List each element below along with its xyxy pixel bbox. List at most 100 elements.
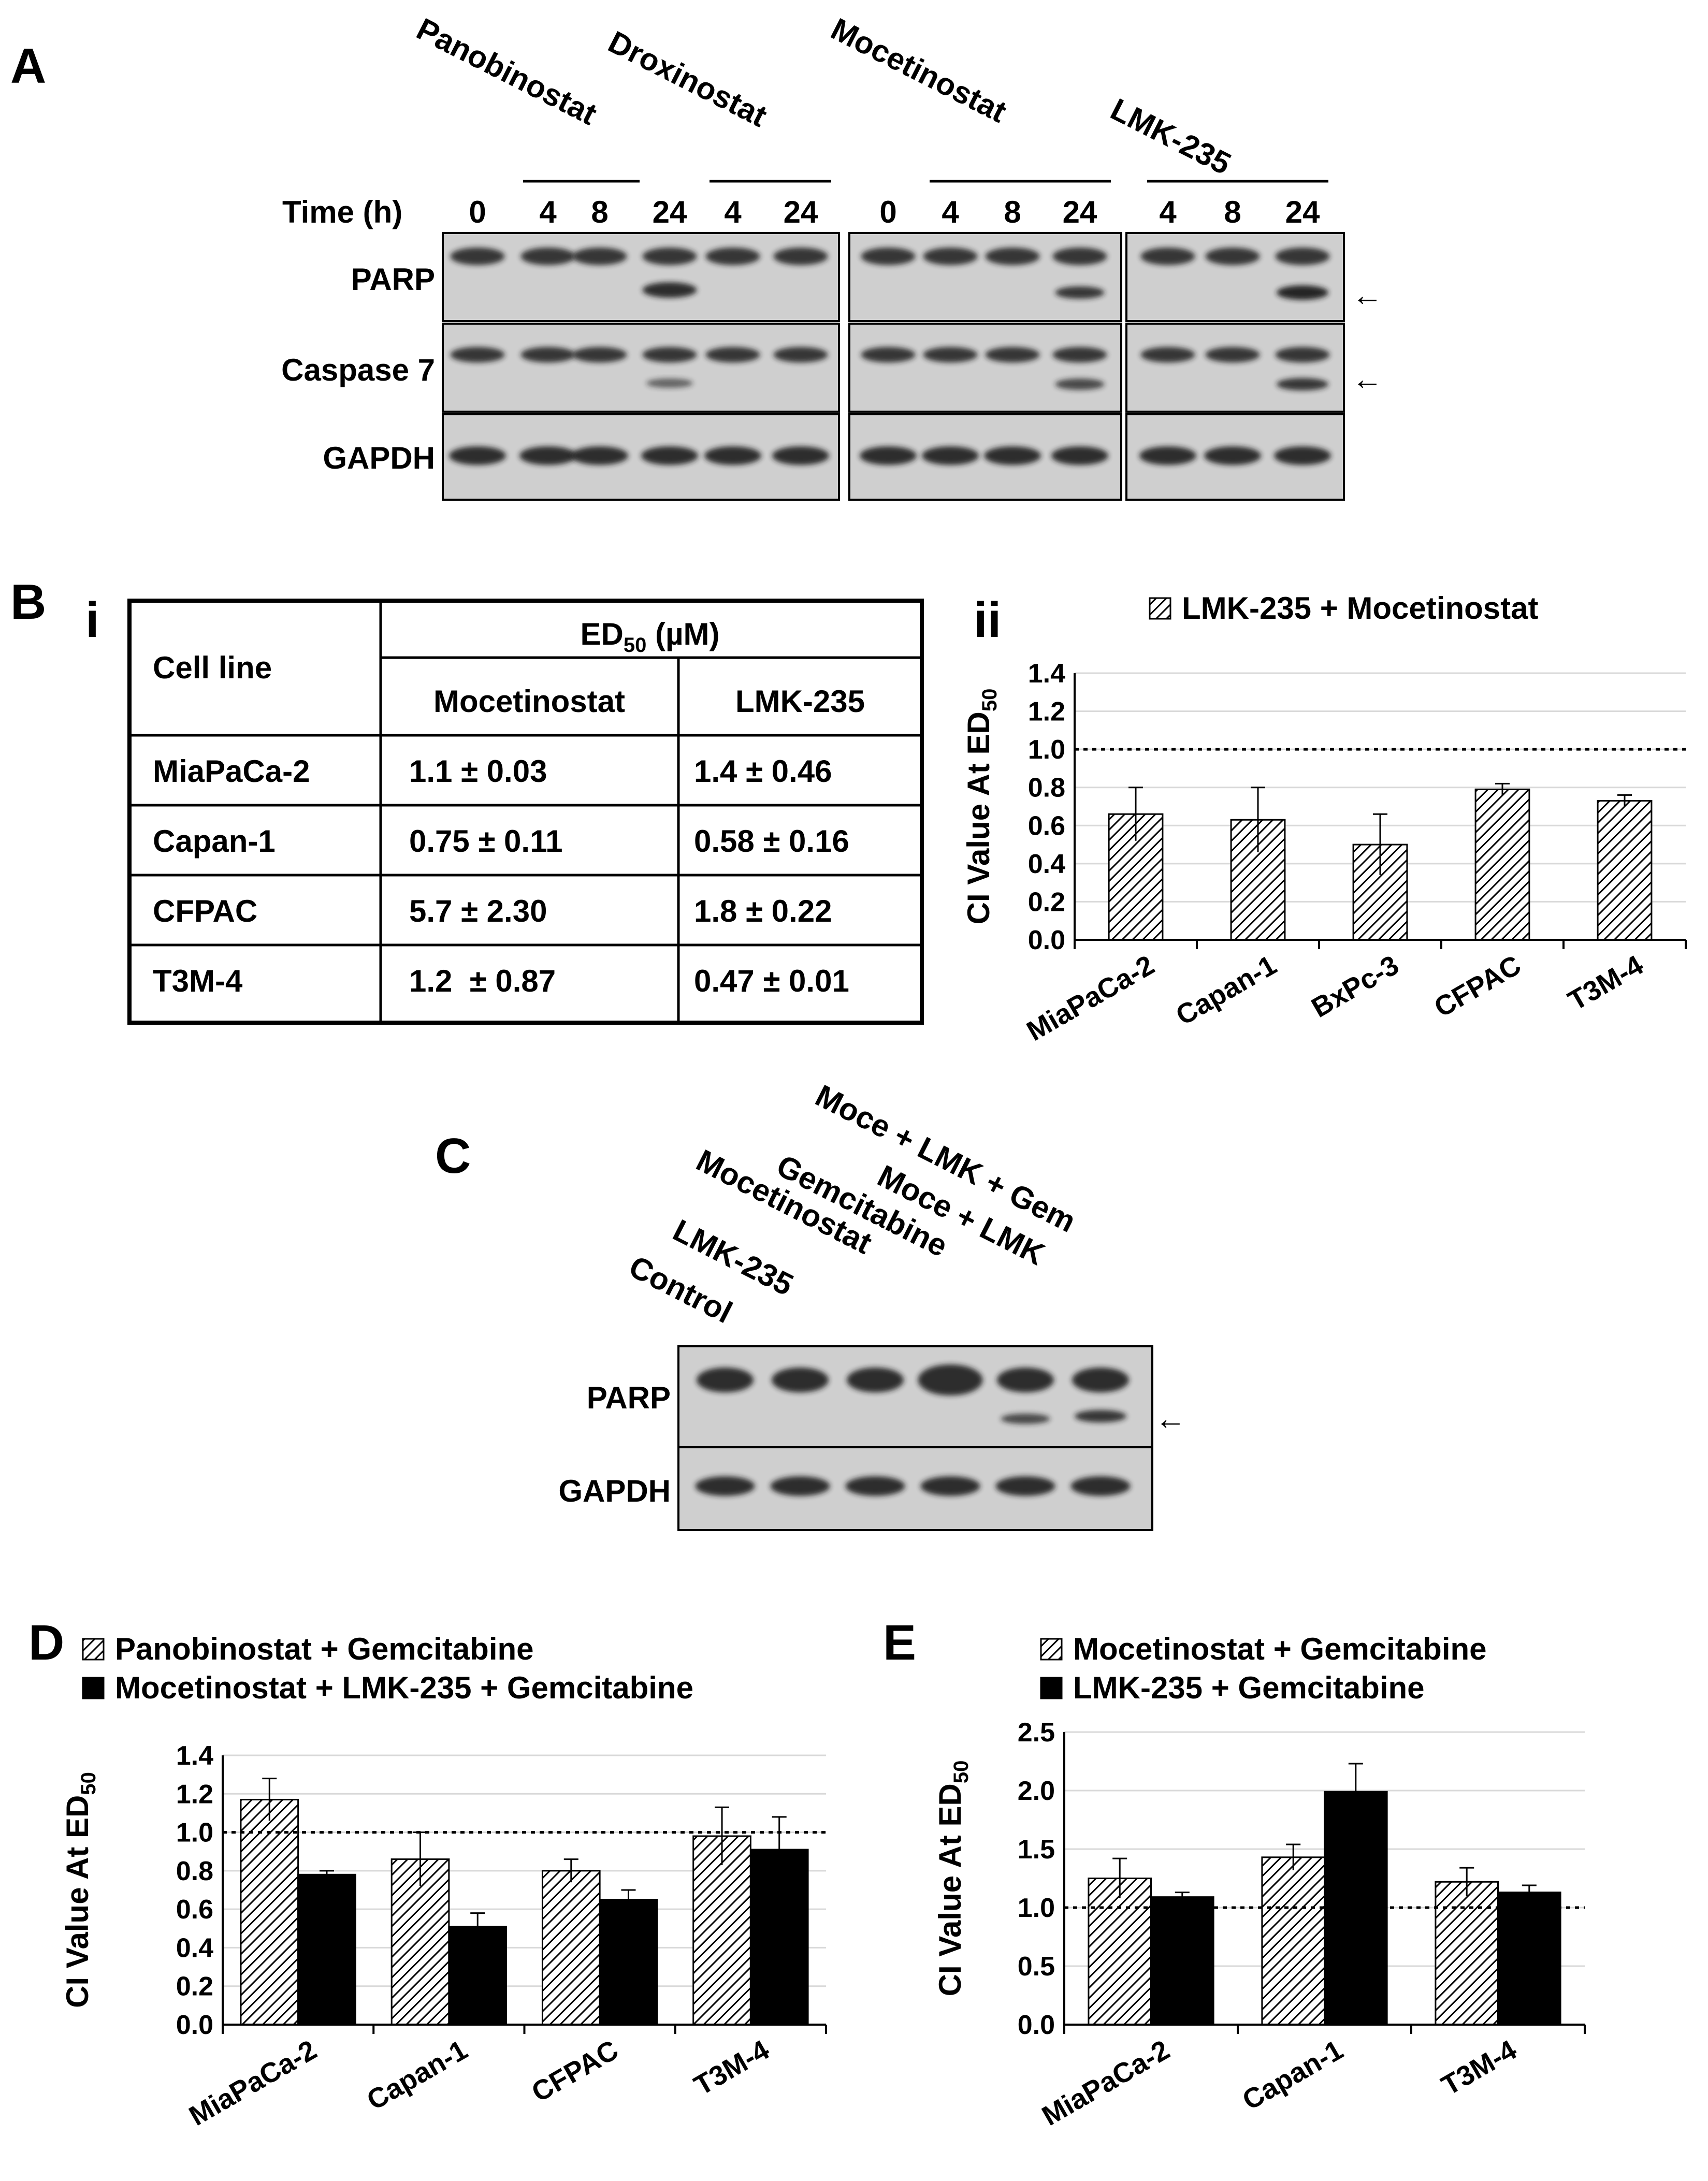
y-tick-label: 0.6 xyxy=(1028,811,1065,841)
blot-band xyxy=(1275,347,1330,362)
y-tick-label: 0.4 xyxy=(176,1933,213,1963)
blot-band xyxy=(1205,347,1260,362)
panel-b-letter: B xyxy=(10,574,46,630)
blot-band xyxy=(995,1476,1055,1496)
blot-label-caspase7: Caspase 7 xyxy=(281,353,435,387)
x-category-label: Capan-1 xyxy=(361,2034,473,2116)
time-label: 24 xyxy=(653,195,687,229)
drug-label-panobinostat: Panobinostat xyxy=(411,11,602,132)
blot-strip xyxy=(1125,323,1345,413)
blot-band xyxy=(1277,285,1328,300)
time-labels: 0 4 8 24 4 24 0 4 8 24 4 8 24 xyxy=(469,195,1320,229)
table-header-ed50: ED50 (µM) xyxy=(580,617,719,657)
table-cell-line: T3M-4 xyxy=(153,964,243,998)
blot-band xyxy=(1140,347,1195,362)
legend-swatch xyxy=(1040,1677,1063,1699)
blot-label-parp: PARP xyxy=(351,262,435,297)
x-category-label: MiaPaCa-2 xyxy=(1021,949,1160,1047)
blot-band xyxy=(572,347,627,362)
table-value-lmk235: 0.58 ± 0.16 xyxy=(694,824,849,859)
cleavage-arrows-a: ← ← xyxy=(1352,278,1383,396)
blot-band xyxy=(1274,446,1331,465)
blot-band xyxy=(705,248,760,265)
panel-c-letter: C xyxy=(435,1128,471,1184)
y-tick-label: 0.0 xyxy=(1018,2010,1055,2040)
x-category-label: T3M-4 xyxy=(1436,2034,1522,2101)
y-tick-label: 0.2 xyxy=(176,1972,213,2002)
time-label: 8 xyxy=(1004,195,1021,229)
y-tick-label: 0.5 xyxy=(1018,1952,1055,1982)
table-cell-line: CFPAC xyxy=(153,894,257,928)
blot-band xyxy=(642,347,697,362)
y-tick-label: 1.4 xyxy=(1028,659,1065,689)
blot-strip xyxy=(848,232,1122,322)
blot-band xyxy=(1052,248,1107,265)
table-value-lmk235: 1.8 ± 0.22 xyxy=(694,894,832,928)
blot-band xyxy=(705,347,760,362)
blot-band xyxy=(1001,1414,1050,1424)
blot-band xyxy=(920,1476,980,1496)
blot-band xyxy=(450,248,505,265)
legend-label: Mocetinostat + Gemcitabine xyxy=(1073,1632,1487,1666)
blot-strip xyxy=(442,323,840,413)
blot-band xyxy=(845,1476,905,1496)
bar-hatched xyxy=(1088,1878,1152,2026)
blot-band xyxy=(861,347,916,362)
chart-b-ii: 0.0 0.2 0.4 0.6 0.8 1.0 1.2 1.4 MiaPaCa-2 Capan-1… xyxy=(961,591,1687,1047)
blot-band xyxy=(984,446,1041,465)
x-category-label: T3M-4 xyxy=(689,2034,774,2101)
blot-band xyxy=(704,446,761,465)
blot-band xyxy=(1075,1410,1126,1422)
bar-hatched xyxy=(1435,1881,1499,2026)
x-category-label: MiaPaCa-2 xyxy=(184,2034,322,2132)
blot-band xyxy=(1055,286,1105,299)
blot-band xyxy=(695,1476,755,1496)
blot-label-parp-c: PARP xyxy=(587,1380,671,1415)
blot-band xyxy=(646,379,693,388)
western-blot-panel-a xyxy=(442,232,1345,501)
blot-band xyxy=(923,347,978,362)
y-tick-label: 2.5 xyxy=(1018,1718,1055,1748)
bar-hatched xyxy=(1261,1856,1325,2026)
blot-strip xyxy=(442,232,840,322)
time-label: 4 xyxy=(942,195,959,229)
x-category-label: CFPAC xyxy=(1429,949,1526,1023)
blot-band xyxy=(985,347,1040,362)
blot-band xyxy=(571,446,628,465)
time-label: 24 xyxy=(1063,195,1097,229)
blot-band xyxy=(1140,248,1195,265)
legend-swatch xyxy=(82,1677,105,1699)
table-cell-line: MiaPaCa-2 xyxy=(153,754,310,789)
legend-label: Mocetinostat + LMK-235 + Gemcitabine xyxy=(115,1670,693,1705)
time-axis-label: Time (h) xyxy=(282,195,402,229)
blot-band xyxy=(520,248,575,265)
cleaved-parp-arrow-c: ← xyxy=(1155,1401,1186,1436)
blot-band xyxy=(1139,446,1196,465)
y-axis-label: CI Value At ED50 xyxy=(961,689,1001,925)
bar-solid xyxy=(1497,1892,1561,2026)
blot-band xyxy=(1275,248,1330,265)
bar-solid xyxy=(448,1926,508,2026)
x-category-label: MiaPaCa-2 xyxy=(1037,2034,1175,2132)
blot-band xyxy=(642,248,697,265)
blot-strip xyxy=(677,1345,1153,1451)
y-tick-label: 0.2 xyxy=(1028,887,1065,917)
blot-band xyxy=(449,446,506,465)
blot-band xyxy=(773,248,828,265)
blot-band xyxy=(1055,379,1105,390)
blot-band xyxy=(985,248,1040,265)
y-tick-label: 1.2 xyxy=(176,1779,213,1809)
legend-label: LMK-235 + Gemcitabine xyxy=(1073,1670,1425,1705)
legend-swatch xyxy=(1149,597,1171,620)
blot-band xyxy=(1204,446,1261,465)
blot-strip xyxy=(848,323,1122,413)
x-category-label: T3M-4 xyxy=(1563,949,1648,1016)
blot-band xyxy=(1205,248,1260,265)
drug-label-mocetinostat: Mocetinostat xyxy=(826,11,1012,129)
time-label: 24 xyxy=(1285,195,1320,229)
table-value-lmk235: 0.47 ± 0.01 xyxy=(694,964,849,998)
y-axis-label: CI Value At ED50 xyxy=(933,1761,973,1997)
table-header-lmk235: LMK-235 xyxy=(735,684,865,719)
blot-band xyxy=(642,282,697,298)
blot-band xyxy=(772,446,829,465)
